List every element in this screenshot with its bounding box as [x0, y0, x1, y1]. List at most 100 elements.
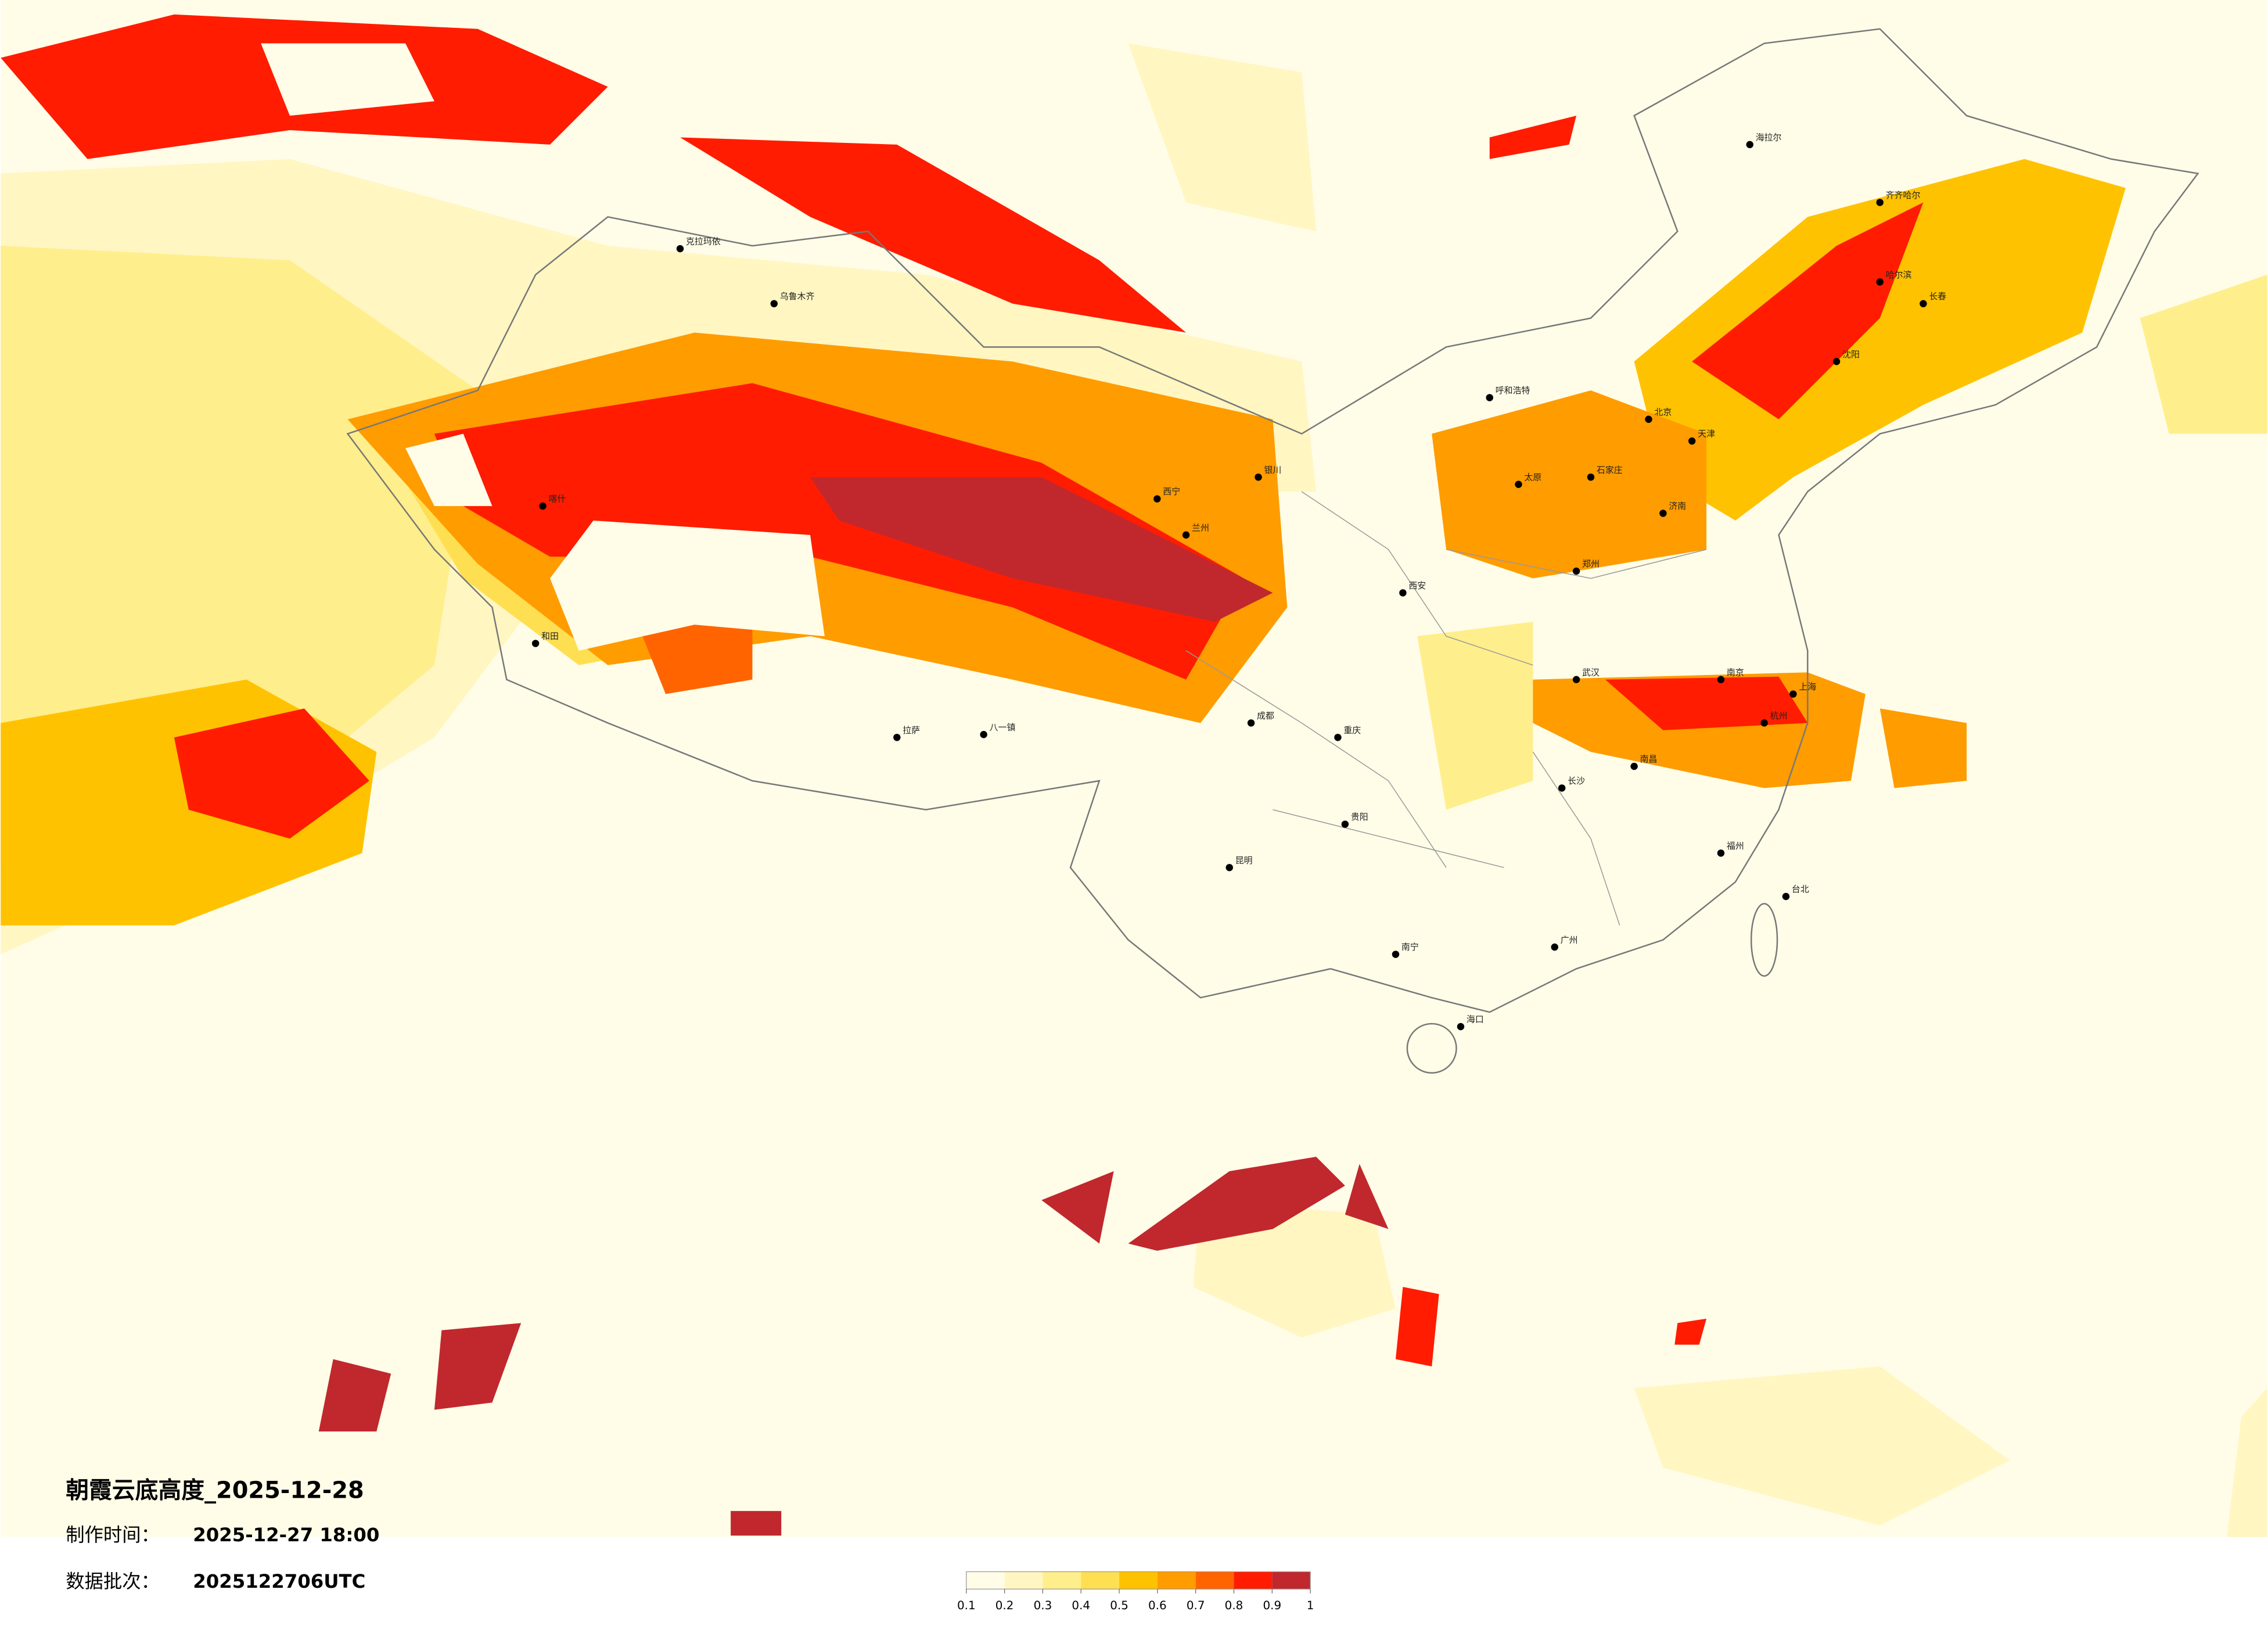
city-dot	[1399, 589, 1407, 597]
colorbar-cell	[1234, 1571, 1273, 1589]
made-time: 2025-12-27 18:00	[193, 1524, 379, 1546]
city-label: 太原	[1525, 472, 1542, 482]
cloud-region	[637, 619, 753, 694]
city-label: 济南	[1669, 501, 1686, 511]
colorbar-cell	[966, 1571, 1005, 1589]
city-label: 银川	[1264, 465, 1282, 475]
city-dot	[1659, 509, 1667, 517]
city-dot	[539, 502, 547, 510]
city-label: 郑州	[1582, 559, 1600, 569]
city-dot	[1515, 480, 1522, 488]
city-dot	[1782, 892, 1790, 900]
city-dot	[1551, 943, 1558, 951]
city-label: 齐齐哈尔	[1886, 190, 1921, 200]
cloud-region	[549, 521, 825, 651]
map-title: 朝霞云底高度_2025-12-28	[66, 1477, 364, 1504]
batch-label: 数据批次：	[66, 1570, 160, 1592]
city-label: 南昌	[1640, 754, 1658, 765]
city-label: 西宁	[1163, 486, 1180, 497]
city-dot	[1153, 495, 1161, 503]
cloud-region	[1489, 116, 1577, 159]
city-dot	[1457, 1022, 1465, 1031]
city-dot	[1630, 762, 1638, 770]
city-dot	[770, 300, 778, 307]
city-dot	[1717, 849, 1725, 857]
city-dot	[1876, 199, 1884, 206]
cloud-field	[1, 0, 2267, 1537]
colorbar-cell	[1004, 1571, 1043, 1589]
city-dot	[1486, 394, 1493, 401]
colorbar-cell	[1157, 1571, 1196, 1589]
batch: 2025122706UTC	[193, 1570, 365, 1592]
city-label: 长沙	[1568, 776, 1585, 786]
colorbar-tick-label: 0.2	[995, 1599, 1014, 1612]
city-dot	[1247, 719, 1255, 727]
city-label: 拉萨	[903, 725, 920, 735]
island-border	[1751, 903, 1778, 977]
city-label: 重庆	[1343, 725, 1361, 735]
city-label: 上海	[1799, 681, 1816, 692]
city-label: 八一镇	[990, 722, 1016, 733]
cloud-region	[405, 433, 493, 507]
city-label: 福州	[1727, 841, 1744, 851]
city-dot	[1334, 734, 1342, 741]
cloud-region	[1417, 622, 1533, 810]
city-label: 乌鲁木齐	[780, 291, 815, 302]
cloud-region	[318, 1359, 391, 1431]
city-dot	[1572, 676, 1580, 683]
colorbar-cell	[1043, 1571, 1081, 1589]
city-label: 呼和浩特	[1496, 385, 1530, 396]
city-label: 南宁	[1401, 942, 1419, 952]
city-label: 兰州	[1192, 522, 1209, 533]
city-label: 西安	[1408, 580, 1426, 591]
city-label: 和田	[541, 631, 559, 641]
city-dot	[1225, 864, 1233, 871]
island-border	[1406, 1022, 1457, 1074]
colorbar-tick-label: 0.3	[1034, 1599, 1052, 1612]
cloud-region	[1128, 1157, 1345, 1251]
city-dot	[1688, 437, 1696, 445]
colorbar-cell	[1081, 1571, 1120, 1589]
city-dot	[1341, 820, 1349, 828]
colorbar-tick-label: 0.1	[957, 1599, 976, 1612]
colorbar-tick-label: 0.6	[1148, 1599, 1167, 1612]
cloud-region	[1395, 1287, 1439, 1366]
colorbar-tick-label: 1	[1307, 1599, 1314, 1612]
cloud-region	[1432, 390, 1707, 579]
city-label: 广州	[1561, 935, 1578, 945]
city-label: 成都	[1257, 711, 1274, 721]
city-label: 武汉	[1582, 667, 1600, 677]
province-border	[1185, 491, 1707, 926]
colorbar-cell	[1119, 1571, 1158, 1589]
city-label: 昆明	[1235, 855, 1253, 866]
cloud-region	[1345, 1164, 1389, 1229]
cloud-region	[2140, 274, 2267, 434]
city-label: 哈尔滨	[1886, 270, 1912, 280]
cloud-region	[1634, 1366, 2010, 1526]
city-dot	[1558, 784, 1566, 792]
cloud-region	[261, 43, 434, 116]
city-dot	[1789, 690, 1797, 698]
city-label: 南京	[1727, 667, 1744, 677]
city-label: 台北	[1792, 884, 1809, 895]
cloud-region	[810, 477, 1273, 622]
city-label: 长春	[1929, 291, 1946, 302]
city-dot	[1717, 676, 1725, 683]
cloud-region	[1674, 1318, 1707, 1345]
colorbar-tick-label: 0.8	[1225, 1599, 1243, 1612]
cloud-region	[174, 708, 369, 839]
cloud-region	[1879, 708, 1967, 788]
city-label: 克拉玛依	[686, 236, 721, 247]
city-dot	[1876, 278, 1884, 286]
cloud-region	[1605, 676, 1808, 730]
city-label: 沈阳	[1842, 349, 1860, 360]
city-label: 海拉尔	[1756, 132, 1782, 142]
colorbar-tick-label: 0.7	[1187, 1599, 1205, 1612]
city-label: 石家庄	[1597, 465, 1623, 475]
cloud-region	[1634, 159, 2126, 521]
city-dot	[1182, 531, 1190, 539]
cloud-region	[1692, 202, 1924, 419]
